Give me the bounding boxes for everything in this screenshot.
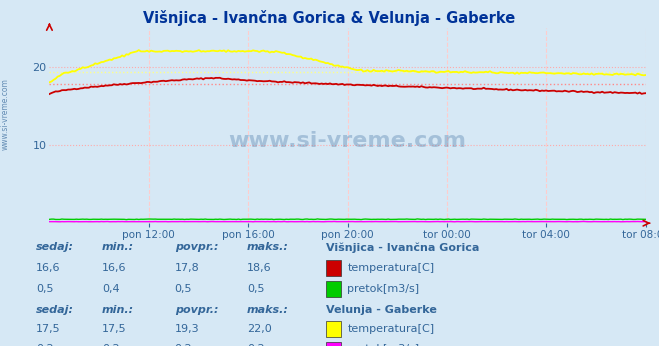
Text: pretok[m3/s]: pretok[m3/s] — [347, 284, 419, 294]
Text: 0,4: 0,4 — [102, 284, 120, 294]
Text: temperatura[C]: temperatura[C] — [347, 325, 434, 334]
Text: povpr.:: povpr.: — [175, 243, 218, 252]
Text: 0,5: 0,5 — [247, 284, 265, 294]
Text: 16,6: 16,6 — [102, 263, 127, 273]
Text: povpr.:: povpr.: — [175, 305, 218, 315]
Text: maks.:: maks.: — [247, 305, 289, 315]
Text: pretok[m3/s]: pretok[m3/s] — [347, 345, 419, 346]
Text: sedaj:: sedaj: — [36, 243, 74, 252]
Text: 17,5: 17,5 — [36, 325, 61, 334]
Text: 19,3: 19,3 — [175, 325, 199, 334]
Text: Velunja - Gaberke: Velunja - Gaberke — [326, 305, 437, 315]
Text: 18,6: 18,6 — [247, 263, 272, 273]
Text: 17,8: 17,8 — [175, 263, 200, 273]
Text: 0,5: 0,5 — [36, 284, 54, 294]
Text: min.:: min.: — [102, 243, 134, 252]
Text: maks.:: maks.: — [247, 243, 289, 252]
Text: 22,0: 22,0 — [247, 325, 272, 334]
Text: 0,5: 0,5 — [175, 284, 192, 294]
Text: 0,2: 0,2 — [36, 345, 54, 346]
Text: www.si-vreme.com: www.si-vreme.com — [229, 131, 467, 151]
Text: min.:: min.: — [102, 305, 134, 315]
Text: sedaj:: sedaj: — [36, 305, 74, 315]
Text: 17,5: 17,5 — [102, 325, 127, 334]
Text: 16,6: 16,6 — [36, 263, 61, 273]
Text: temperatura[C]: temperatura[C] — [347, 263, 434, 273]
Text: 0,2: 0,2 — [175, 345, 192, 346]
Text: 0,2: 0,2 — [102, 345, 120, 346]
Text: www.si-vreme.com: www.si-vreme.com — [1, 78, 10, 150]
Text: 0,2: 0,2 — [247, 345, 265, 346]
Text: Višnjica - Ivančna Gorica: Višnjica - Ivančna Gorica — [326, 242, 480, 253]
Text: Višnjica - Ivančna Gorica & Velunja - Gaberke: Višnjica - Ivančna Gorica & Velunja - Ga… — [144, 10, 515, 26]
